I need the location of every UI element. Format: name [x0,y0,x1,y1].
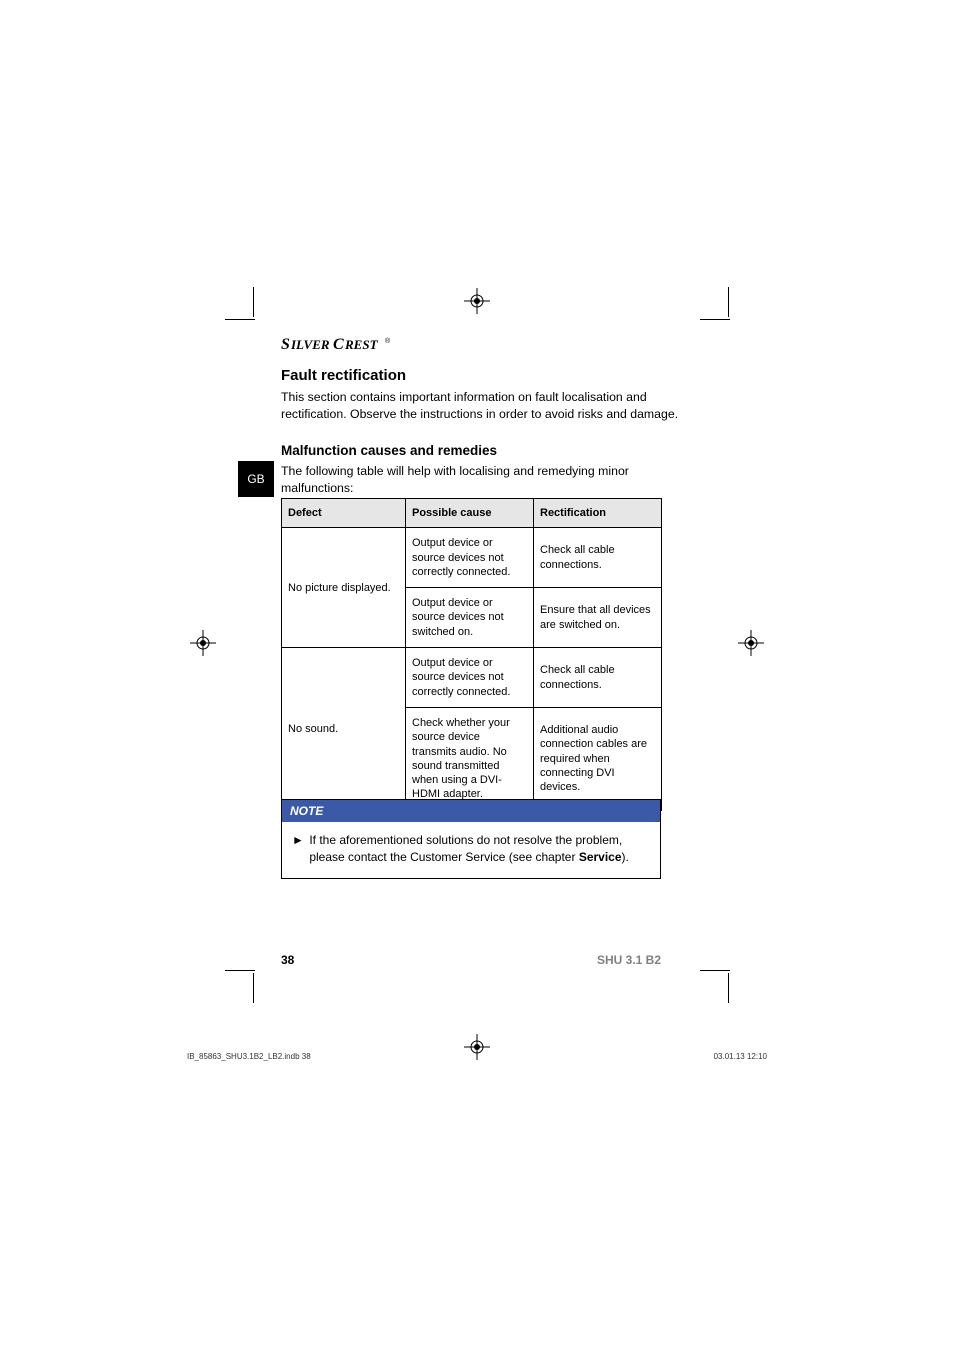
footer-meta-left: IB_85863_SHU3.1B2_LB2.indb 38 [187,1052,311,1061]
crop-mark [728,973,729,1003]
note-text: If the aforementioned solutions do not r… [309,832,639,866]
intro-paragraph: This section contains important informat… [281,389,681,422]
registration-mark-icon [464,1034,490,1060]
registration-mark-icon [464,288,490,314]
note-text-before: If the aforementioned solutions do not r… [309,833,622,864]
cell-cause: Output device or source devices not corr… [406,648,534,708]
cell-cause: Output device or source devices not swit… [406,588,534,648]
intro-paragraph-2: The following table will help with local… [281,463,661,496]
crop-mark [225,970,255,971]
table-row: No picture displayed. Output device or s… [282,528,662,588]
note-title: NOTE [282,800,660,822]
crop-mark [700,319,730,320]
cell-fix: Additional audio connection cables are r… [534,707,662,810]
cell-fix: Ensure that all devices are switched on. [534,588,662,648]
note-body: ► If the aforementioned solutions do not… [282,822,660,878]
note-box: NOTE ► If the aforementioned solutions d… [281,799,661,879]
subsection-heading: Malfunction causes and remedies [281,443,497,458]
cell-fix: Check all cable connections. [534,528,662,588]
table-row: No sound. Output device or source device… [282,648,662,708]
fault-table: Defect Possible cause Rectiﬁcation No pi… [281,498,662,811]
language-tab: GB [238,461,274,497]
col-rectification: Rectiﬁcation [534,499,662,528]
svg-text:®: ® [385,337,391,345]
table-header-row: Defect Possible cause Rectiﬁcation [282,499,662,528]
crop-mark [225,319,255,320]
cell-cause: Output device or source devices not corr… [406,528,534,588]
col-cause: Possible cause [406,499,534,528]
svg-text:REST: REST [344,337,379,352]
cell-cause: Check whether your source device transmi… [406,707,534,810]
model-code: SHU 3.1 B2 [597,953,661,967]
svg-text:ILVER: ILVER [290,337,330,352]
footer-meta-right: 03.01.13 12:10 [714,1052,767,1061]
crop-mark [253,973,254,1003]
cell-defect: No picture displayed. [282,528,406,648]
col-defect: Defect [282,499,406,528]
cell-defect: No sound. [282,648,406,811]
service-word: Service [579,850,622,864]
page-number: 38 [281,953,294,967]
svg-text:C: C [333,336,344,353]
page-root: S ILVER C REST ® Fault rectiﬁcation This… [0,0,954,1350]
svg-text:S: S [281,336,290,353]
bullet-icon: ► [292,832,306,849]
cell-fix: Check all cable connections. [534,648,662,708]
crop-mark [700,970,730,971]
registration-mark-icon [190,630,216,656]
note-text-after: ). [622,850,629,864]
registration-mark-icon [738,630,764,656]
crop-mark [253,287,254,317]
crop-mark [728,287,729,317]
brand-logo: S ILVER C REST ® [281,335,419,353]
section-heading: Fault rectiﬁcation [281,367,406,384]
